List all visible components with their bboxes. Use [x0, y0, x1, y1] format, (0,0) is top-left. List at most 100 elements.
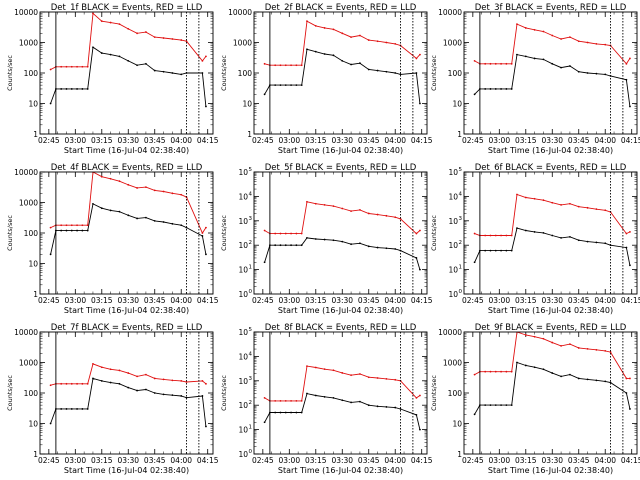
data-point-lld	[533, 335, 536, 338]
data-point-events	[290, 244, 292, 247]
y-tick-label: 10	[448, 241, 458, 250]
data-point-lld	[180, 39, 183, 41]
y-tick-label: 10	[448, 217, 458, 226]
data-point-events	[49, 422, 52, 425]
data-point-lld	[180, 379, 183, 382]
data-point-events	[127, 59, 130, 62]
data-point-lld	[484, 62, 487, 65]
data-point-events	[332, 396, 335, 399]
data-point-lld	[153, 377, 156, 380]
data-point-lld	[65, 65, 68, 68]
data-point-events	[300, 84, 303, 87]
data-point-events	[629, 264, 631, 267]
data-point-events	[494, 88, 497, 90]
data-point-lld	[65, 224, 68, 227]
data-point-events	[484, 404, 487, 407]
x-tick-label: 03:00	[278, 296, 300, 305]
data-point-lld	[295, 64, 298, 67]
y-axis-label: Counts/sec	[430, 55, 438, 91]
data-point-lld	[415, 232, 418, 235]
data-point-events	[153, 69, 156, 72]
data-point-events	[49, 102, 52, 105]
x-tick-label: 04:15	[411, 456, 433, 465]
data-point-lld	[314, 202, 317, 205]
data-point-lld	[323, 203, 326, 206]
x-axis-label: Start Time (16-Jul-04 02:38:40)	[278, 146, 403, 155]
data-point-lld	[533, 197, 536, 200]
data-point-events	[473, 261, 476, 264]
x-tick-label: 04:00	[170, 456, 192, 465]
series-events	[264, 48, 421, 104]
data-point-lld	[533, 28, 536, 31]
x-tick-label: 04:15	[411, 136, 433, 145]
data-point-lld	[205, 382, 207, 385]
data-point-lld	[415, 57, 418, 60]
data-point-lld	[394, 42, 397, 45]
data-point-events	[295, 84, 298, 87]
data-point-events	[494, 249, 497, 252]
x-axis-label: Start Time (16-Jul-04 02:38:40)	[488, 466, 613, 475]
data-point-events	[109, 53, 112, 56]
data-point-lld	[494, 370, 497, 373]
data-point-events	[81, 229, 84, 232]
series-events	[474, 361, 631, 415]
data-point-events	[533, 231, 536, 233]
x-tick-label: 04:15	[197, 136, 219, 145]
y-tick-exponent: 1	[249, 265, 253, 271]
x-tick-label: 03:15	[515, 456, 537, 465]
data-point-lld	[284, 400, 287, 402]
x-tick-label: 03:45	[358, 136, 380, 145]
data-point-events	[376, 69, 379, 72]
x-tick-label: 03:45	[568, 456, 590, 465]
data-point-lld	[385, 377, 388, 380]
series-lld	[50, 172, 207, 234]
data-point-events	[314, 394, 317, 397]
data-point-lld	[332, 369, 335, 372]
data-point-events	[350, 401, 352, 404]
y-tick-label: 10	[28, 420, 38, 429]
x-tick-label: 03:00	[64, 296, 86, 305]
data-point-events	[551, 372, 554, 374]
data-point-lld	[109, 21, 112, 24]
y-axis-label: Counts/sec	[6, 215, 14, 251]
y-tick-exponent: 0	[249, 449, 253, 455]
data-point-events	[473, 93, 476, 96]
data-point-lld	[118, 369, 121, 372]
y-tick-label: 10	[242, 100, 252, 109]
data-point-lld	[314, 366, 317, 369]
x-tick-label: 03:15	[91, 456, 113, 465]
data-point-events	[595, 72, 598, 75]
data-point-events	[367, 404, 370, 407]
x-axis-label: Start Time (16-Jul-04 02:38:40)	[278, 306, 403, 315]
data-point-lld	[81, 224, 84, 227]
x-tick-label: 02:45	[252, 136, 274, 145]
data-point-lld	[350, 210, 352, 212]
panel-title: Det_7f BLACK = Events, RED = LLD	[51, 323, 203, 333]
series-events	[50, 203, 207, 255]
x-tick-label: 03:45	[358, 296, 380, 305]
data-point-events	[279, 84, 282, 87]
data-point-events	[100, 379, 103, 382]
data-point-lld	[136, 187, 138, 189]
y-tick-exponent: 1	[459, 265, 463, 271]
data-point-events	[415, 414, 418, 416]
data-point-lld	[586, 41, 589, 44]
data-point-lld	[136, 375, 138, 378]
y-tick-label: 100	[24, 389, 39, 398]
data-point-lld	[92, 12, 94, 15]
y-tick-label: 1	[33, 290, 38, 299]
y-tick-exponent: 2	[459, 240, 463, 246]
data-point-events	[180, 395, 183, 397]
data-point-events	[577, 377, 580, 380]
series-lld	[50, 12, 207, 70]
data-point-events	[577, 70, 580, 73]
data-point-lld	[185, 381, 188, 383]
y-tick-exponent: 1	[249, 425, 253, 431]
data-point-lld	[510, 370, 513, 373]
data-point-lld	[560, 203, 562, 206]
data-point-events	[300, 244, 303, 247]
data-point-events	[385, 406, 388, 408]
data-point-lld	[92, 362, 94, 365]
data-point-lld	[473, 232, 476, 235]
data-point-events	[367, 68, 370, 71]
